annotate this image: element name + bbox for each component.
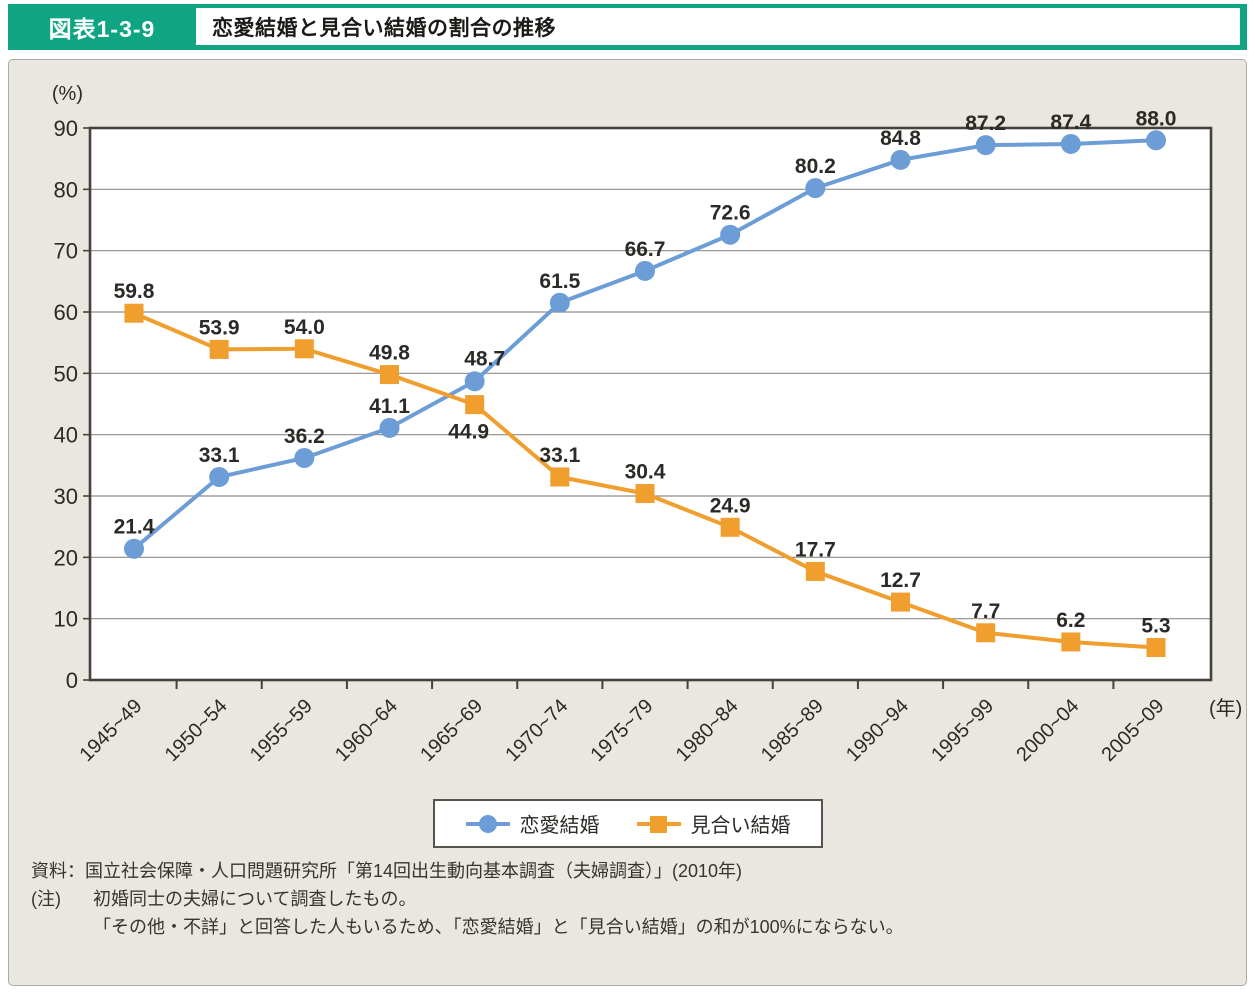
- svg-text:24.9: 24.9: [710, 494, 751, 517]
- svg-text:72.6: 72.6: [710, 202, 751, 225]
- svg-text:1950~54: 1950~54: [161, 695, 232, 766]
- source-text: 資料：国立社会保障・人口問題研究所「第14回出生動向基本調査（夫婦調査）」(20…: [31, 861, 743, 881]
- note-label: (注): [31, 889, 61, 909]
- svg-text:40: 40: [54, 423, 78, 448]
- legend-item-arranged-marriage: 見合い結婚: [636, 809, 791, 838]
- svg-text:1975~79: 1975~79: [587, 695, 658, 766]
- svg-text:1965~69: 1965~69: [416, 695, 487, 766]
- figure-title: 恋愛結婚と見合い結婚の割合の推移: [212, 16, 556, 40]
- svg-text:61.5: 61.5: [539, 270, 580, 293]
- svg-text:0: 0: [66, 668, 78, 693]
- note-line-1: (注) 初婚同士の夫婦について調査したもの。: [31, 885, 904, 913]
- svg-text:44.9: 44.9: [448, 421, 489, 444]
- source-line: 資料：国立社会保障・人口問題研究所「第14回出生動向基本調査（夫婦調査）」(20…: [31, 857, 904, 885]
- svg-text:7.7: 7.7: [971, 600, 1000, 623]
- note-text-1: 初婚同士の夫婦について調査したもの。: [93, 889, 417, 909]
- svg-text:60: 60: [54, 300, 78, 325]
- svg-text:87.2: 87.2: [965, 112, 1006, 135]
- svg-text:33.1: 33.1: [539, 444, 580, 467]
- chart-legend: 恋愛結婚 見合い結婚: [432, 799, 823, 848]
- svg-text:1995~99: 1995~99: [927, 695, 998, 766]
- chart-area: 0 10 20 30 40 50 60 70 80 90 1945~49 1950~54 1955~59…: [9, 60, 1246, 790]
- chart-panel: 0 10 20 30 40 50 60 70 80 90 1945~49 1950~54 1955~59…: [8, 59, 1247, 986]
- legend-item-love-marriage: 恋愛結婚: [465, 809, 600, 838]
- svg-text:2000~04: 2000~04: [1012, 695, 1083, 766]
- chart-notes: 資料：国立社会保障・人口問題研究所「第14回出生動向基本調査（夫婦調査）」(20…: [31, 857, 904, 941]
- svg-text:90: 90: [54, 116, 78, 141]
- svg-text:1955~59: 1955~59: [246, 695, 317, 766]
- svg-text:70: 70: [54, 239, 78, 264]
- svg-text:17.7: 17.7: [795, 538, 836, 561]
- svg-text:30: 30: [54, 484, 78, 509]
- svg-text:1985~89: 1985~89: [757, 695, 828, 766]
- svg-text:50: 50: [54, 361, 78, 386]
- circle-marker-icon: [465, 814, 510, 833]
- legend-label-arranged-marriage: 見合い結婚: [690, 815, 791, 837]
- svg-text:30.4: 30.4: [625, 461, 666, 484]
- svg-text:1970~74: 1970~74: [501, 695, 572, 766]
- figure-number-tag: 図表1-3-9: [8, 4, 196, 50]
- svg-text:1990~94: 1990~94: [842, 695, 913, 766]
- square-marker-icon: [636, 815, 681, 833]
- note-line-2: 「その他・不詳」と回答した人もいるため、「恋愛結婚」と「見合い結婚」の和が100…: [31, 913, 904, 941]
- svg-text:88.0: 88.0: [1136, 107, 1177, 130]
- svg-text:66.7: 66.7: [625, 238, 666, 261]
- svg-text:84.8: 84.8: [880, 127, 921, 150]
- figure-number: 図表1-3-9: [48, 16, 156, 42]
- svg-text:59.8: 59.8: [114, 280, 155, 303]
- svg-text:41.1: 41.1: [369, 395, 410, 418]
- svg-text:20: 20: [54, 545, 78, 570]
- line-chart-svg: 0 10 20 30 40 50 60 70 80 90 1945~49 1950~54 1955~59…: [52, 83, 1242, 766]
- svg-text:5.3: 5.3: [1141, 614, 1170, 637]
- svg-text:1960~64: 1960~64: [331, 695, 402, 766]
- svg-text:80.2: 80.2: [795, 155, 836, 178]
- svg-text:(%): (%): [52, 83, 83, 105]
- svg-text:49.8: 49.8: [369, 342, 410, 365]
- svg-text:6.2: 6.2: [1056, 609, 1085, 632]
- svg-text:48.7: 48.7: [464, 347, 505, 370]
- svg-text:1945~49: 1945~49: [76, 695, 147, 766]
- svg-text:12.7: 12.7: [880, 569, 921, 592]
- figure-title-box: 恋愛結婚と見合い結婚の割合の推移: [196, 8, 1240, 45]
- svg-text:33.1: 33.1: [199, 444, 240, 467]
- svg-text:54.0: 54.0: [284, 316, 325, 339]
- svg-text:87.4: 87.4: [1050, 111, 1091, 134]
- svg-text:21.4: 21.4: [114, 516, 155, 539]
- svg-text:80: 80: [54, 177, 78, 202]
- svg-text:53.9: 53.9: [199, 316, 240, 339]
- svg-text:36.2: 36.2: [284, 425, 325, 448]
- figure-header-bar: 図表1-3-9 恋愛結婚と見合い結婚の割合の推移: [8, 4, 1247, 50]
- svg-text:1980~84: 1980~84: [672, 695, 743, 766]
- svg-text:2005~09: 2005~09: [1098, 695, 1169, 766]
- legend-label-love-marriage: 恋愛結婚: [519, 815, 600, 837]
- svg-text:(年): (年): [1209, 697, 1242, 720]
- svg-text:10: 10: [54, 607, 78, 632]
- note-text-2: 「その他・不詳」と回答した人もいるため、「恋愛結婚」と「見合い結婚」の和が100…: [93, 917, 904, 937]
